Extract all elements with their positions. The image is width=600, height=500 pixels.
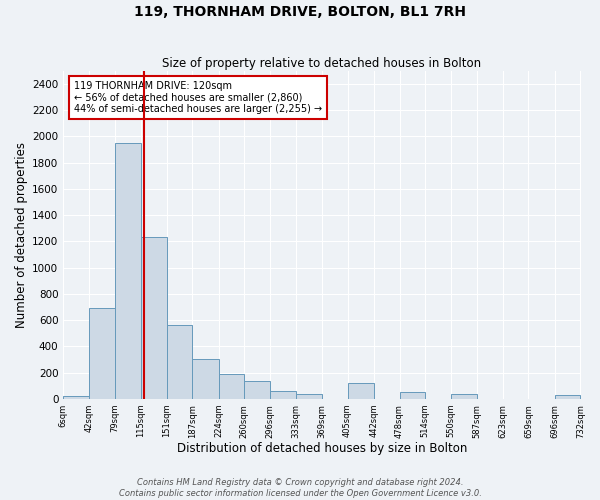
Text: Contains HM Land Registry data © Crown copyright and database right 2024.
Contai: Contains HM Land Registry data © Crown c… (119, 478, 481, 498)
Y-axis label: Number of detached properties: Number of detached properties (15, 142, 28, 328)
Bar (89, 308, 115, 399)
Title: Size of property relative to detached houses in Bolton: Size of property relative to detached ho… (163, 56, 481, 70)
Bar (244, 381, 270, 399)
Bar (115, 143, 141, 399)
Bar (451, 394, 477, 399)
Bar (555, 395, 580, 399)
Bar (167, 325, 192, 399)
Bar (63, 396, 89, 399)
Bar (347, 382, 374, 399)
Bar (400, 392, 425, 399)
Bar (296, 394, 322, 399)
Bar (141, 238, 167, 399)
Text: 119 THORNHAM DRIVE: 120sqm
← 56% of detached houses are smaller (2,860)
44% of s: 119 THORNHAM DRIVE: 120sqm ← 56% of deta… (74, 80, 322, 114)
Bar (270, 391, 296, 399)
Text: 119, THORNHAM DRIVE, BOLTON, BL1 7RH: 119, THORNHAM DRIVE, BOLTON, BL1 7RH (134, 5, 466, 19)
Bar (192, 359, 218, 399)
Bar (218, 374, 244, 399)
X-axis label: Distribution of detached houses by size in Bolton: Distribution of detached houses by size … (177, 442, 467, 455)
